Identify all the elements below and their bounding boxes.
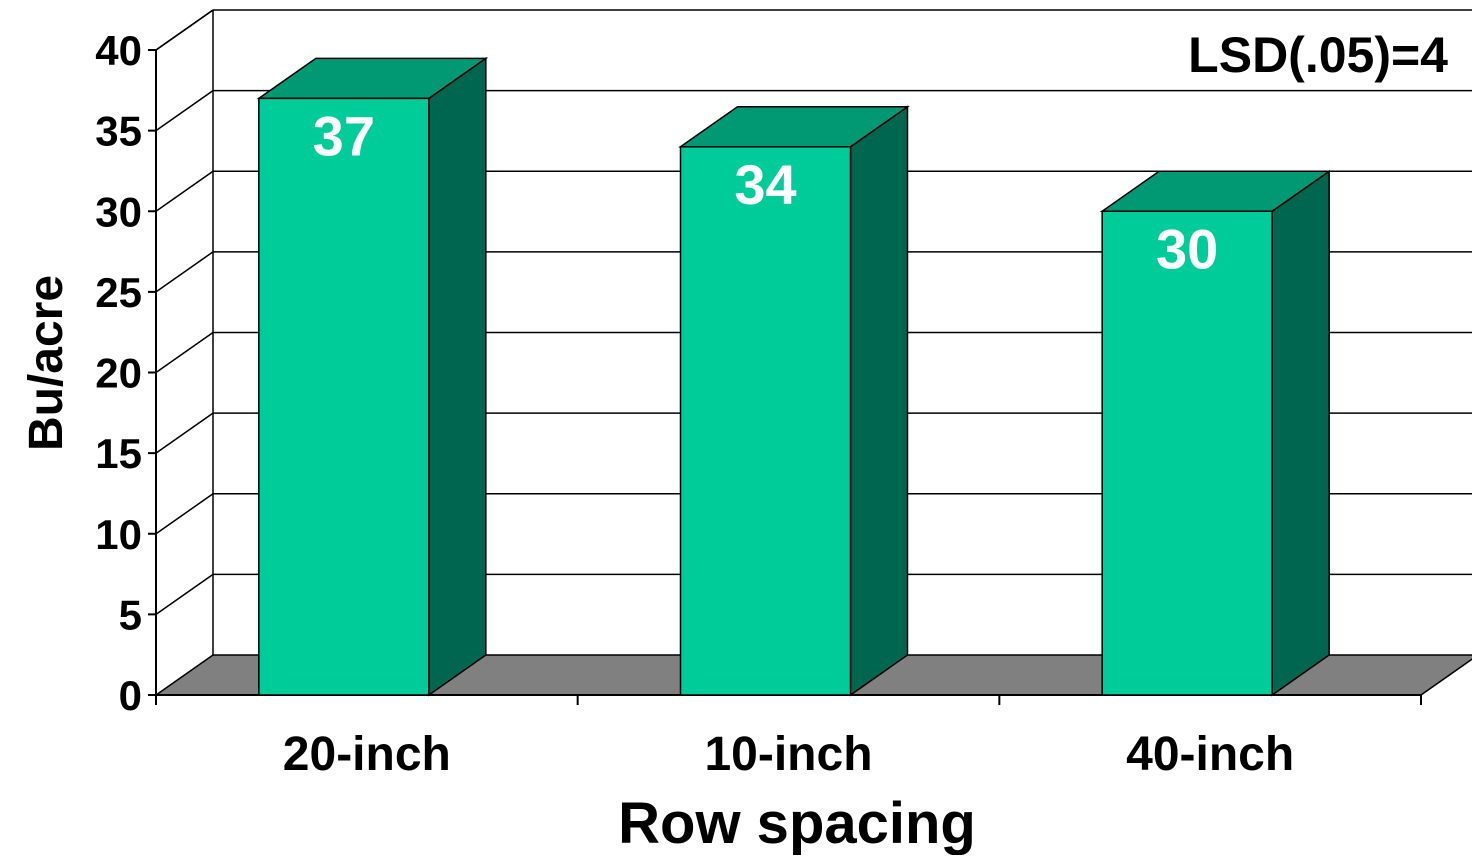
gridline-side bbox=[155, 573, 214, 615]
gridline-side bbox=[155, 331, 214, 374]
y-axis-title: Bu/acre bbox=[20, 275, 73, 451]
bar bbox=[1099, 169, 1332, 697]
bar-side-face bbox=[1271, 169, 1330, 697]
x-tick-label: 10-inch bbox=[704, 728, 872, 781]
y-tick-label: 40 bbox=[95, 27, 142, 74]
gridline-side bbox=[155, 90, 214, 132]
x-tick-label: 20-inch bbox=[283, 728, 451, 781]
y-tick-label: 15 bbox=[95, 430, 142, 477]
bar-front-face bbox=[679, 146, 852, 696]
y-tick-label: 25 bbox=[95, 269, 142, 316]
gridline-side bbox=[155, 251, 214, 293]
data-label: 30 bbox=[1156, 217, 1218, 280]
bar-front-face bbox=[1101, 210, 1273, 696]
x-axis-title: Row spacing bbox=[618, 791, 976, 855]
gridline-side bbox=[155, 170, 214, 212]
bar bbox=[678, 105, 910, 697]
y-tick-label: 35 bbox=[95, 108, 142, 155]
bar-side-face bbox=[428, 56, 487, 697]
bar bbox=[256, 56, 489, 697]
gridline-side bbox=[155, 412, 214, 454]
y-tick-label: 20 bbox=[95, 350, 142, 397]
bars bbox=[256, 56, 1332, 697]
chart-walls bbox=[155, 9, 214, 655]
y-tick-label: 5 bbox=[119, 591, 142, 638]
data-labels: 37 34 30 bbox=[313, 104, 1219, 280]
bar-side-face bbox=[849, 105, 909, 697]
gridline-side bbox=[155, 493, 214, 535]
y-tick-label: 10 bbox=[95, 511, 142, 558]
x-tick-label: 40-inch bbox=[1126, 728, 1294, 781]
gridline-side bbox=[155, 9, 214, 51]
data-label: 34 bbox=[734, 153, 796, 216]
y-tick-label: 30 bbox=[95, 188, 142, 235]
bar-front-face bbox=[258, 97, 430, 696]
y-tick-label: 0 bbox=[119, 672, 142, 719]
tick-labels: 0 5 10 15 20 25 30 35 40 20-inch 10-inch 40-inch bbox=[95, 27, 1294, 781]
data-label: 37 bbox=[313, 104, 375, 167]
lsd-annotation: LSD(.05)=4 bbox=[1188, 27, 1448, 83]
